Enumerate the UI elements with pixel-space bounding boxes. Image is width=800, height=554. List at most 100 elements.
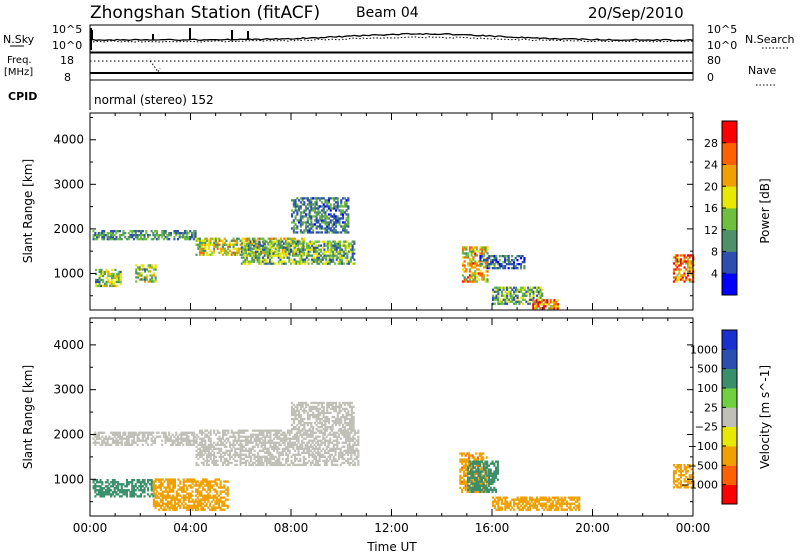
echo-cell [334, 443, 337, 446]
echo-cell [274, 461, 277, 465]
echo-cell [339, 254, 342, 257]
echo-cell [186, 492, 189, 495]
echo-cell [103, 439, 106, 442]
echo-cell [509, 294, 512, 297]
echo-cell [286, 252, 289, 255]
echo-cell [133, 491, 136, 494]
echo-cell [234, 449, 237, 452]
echo-cell [166, 490, 169, 493]
echo-cell [142, 266, 145, 269]
echo-cell [144, 280, 147, 283]
echo-cell [683, 266, 686, 269]
echo-cell [351, 244, 354, 247]
echo-cell [287, 463, 290, 467]
echo-cell [214, 241, 217, 244]
echo-cell [103, 236, 106, 239]
echo-cell [685, 268, 688, 271]
echo-cell [353, 443, 356, 446]
echo-cell [310, 197, 313, 200]
echo-cell [313, 443, 316, 446]
echo-cell [226, 494, 229, 497]
echo-cell [488, 478, 491, 481]
echo-cell [311, 441, 314, 444]
echo-cell [468, 278, 471, 281]
echo-cell [283, 242, 286, 245]
echo-cell [237, 455, 240, 458]
echo-cell [175, 508, 178, 511]
echo-cell [550, 504, 553, 507]
echo-cell [536, 286, 539, 289]
power-colorbar-tick-label: 12 [704, 224, 718, 237]
echo-cell [184, 496, 187, 499]
echo-cell [216, 247, 219, 250]
echo-cell [306, 435, 309, 438]
echo-cell [513, 302, 516, 305]
echo-cell [336, 413, 339, 417]
echo-cell [347, 413, 350, 417]
echo-cell [313, 223, 316, 226]
echo-cell [294, 413, 297, 417]
echo-cell [223, 480, 226, 483]
echo-cell [518, 300, 521, 303]
echo-cell [203, 480, 206, 483]
echo-cell [279, 258, 282, 261]
echo-cell [203, 508, 206, 511]
echo-cell [322, 197, 325, 200]
echo-cell [309, 445, 312, 448]
echo-cell [340, 201, 343, 204]
echo-cell [239, 463, 242, 467]
echo-cell [344, 252, 347, 255]
echo-cell [161, 500, 164, 503]
echo-cell [262, 463, 265, 467]
echo-cell [262, 433, 265, 436]
echo-cell [472, 280, 475, 283]
echo-cell [477, 488, 480, 491]
echo-cell [532, 286, 535, 289]
echo-cell [502, 267, 505, 270]
echo-cell [99, 443, 102, 446]
echo-cell [321, 240, 324, 243]
echo-cell [138, 266, 141, 269]
echo-cell [276, 437, 279, 440]
echo-cell [311, 254, 314, 257]
echo-cell [342, 221, 345, 224]
echo-cell [136, 481, 139, 484]
echo-cell [297, 250, 300, 253]
echo-cell [237, 453, 240, 456]
echo-cell [544, 506, 547, 509]
echo-cell [467, 264, 470, 267]
echo-cell [325, 463, 328, 467]
echo-cell [251, 247, 254, 250]
echo-cell [101, 487, 104, 490]
echo-cell [189, 431, 192, 434]
echo-cell [541, 288, 544, 291]
echo-cell [514, 265, 517, 268]
echo-cell [165, 498, 168, 501]
echo-cell [173, 478, 176, 481]
echo-cell [253, 455, 256, 458]
echo-cell [324, 227, 327, 230]
echo-cell [195, 463, 198, 467]
echo-cell [278, 429, 281, 432]
echo-cell [199, 237, 202, 240]
echo-cell [327, 227, 330, 230]
echo-cell [98, 270, 101, 274]
echo-cell [223, 251, 226, 254]
echo-cell [291, 213, 294, 216]
echo-cell [320, 403, 323, 407]
echo-cell [199, 431, 202, 434]
echo-cell [296, 407, 299, 411]
echo-cell [343, 227, 346, 230]
echo-cell [107, 272, 110, 276]
echo-cell [158, 504, 161, 507]
echo-cell [303, 428, 306, 431]
echo-cell [249, 248, 252, 251]
echo-cell [519, 267, 522, 270]
echo-cell [151, 280, 154, 283]
echo-cell [283, 237, 286, 240]
power-ytick-label: 3000 [53, 177, 84, 191]
echo-cell [478, 452, 481, 455]
echo-cell [218, 439, 221, 442]
echo-cell [254, 242, 257, 245]
echo-cell [309, 449, 312, 452]
